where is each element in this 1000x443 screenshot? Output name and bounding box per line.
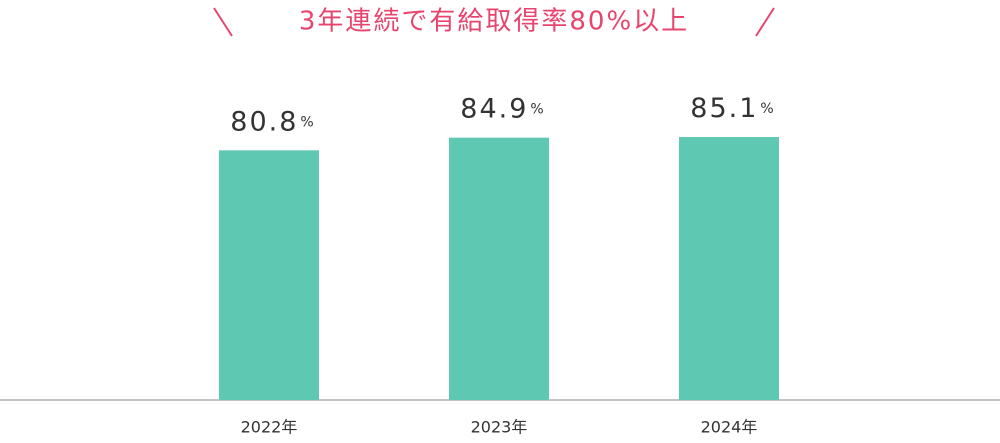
value-unit: %	[760, 101, 775, 117]
value-label: 85.1%	[690, 93, 775, 124]
title-decoration	[213, 7, 233, 37]
bar	[449, 137, 549, 400]
value-label: 80.8%	[230, 106, 315, 137]
value-number: 85.1	[690, 93, 758, 124]
bar	[679, 137, 779, 400]
title-decoration	[755, 7, 775, 37]
value-label: 84.9%	[460, 93, 545, 124]
x-tick-label: 2024年	[701, 418, 758, 437]
value-number: 84.9	[460, 93, 528, 124]
value-number: 80.8	[230, 106, 298, 137]
x-tick-label: 2023年	[471, 418, 528, 437]
bar	[219, 150, 319, 400]
x-tick-label: 2022年	[241, 418, 298, 437]
value-unit: %	[300, 114, 315, 130]
chart-title: 3年連続で有給取得率80%以上	[299, 7, 689, 37]
value-unit: %	[530, 102, 545, 118]
